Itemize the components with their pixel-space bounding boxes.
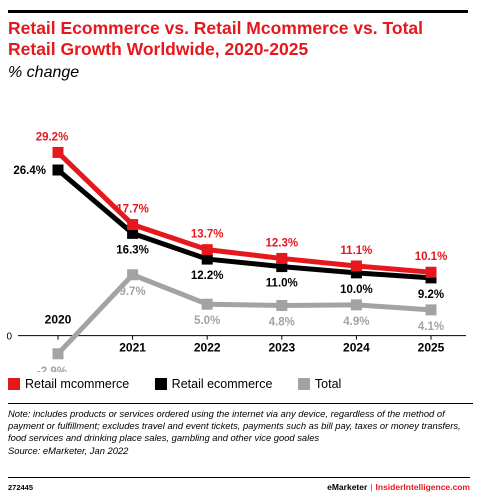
data-label-total-2024: 4.9%: [343, 316, 369, 328]
series-line-1: [55, 149, 434, 275]
chart-title-line-2: Retail Growth Worldwide, 2020-2025: [8, 39, 309, 59]
legend-item-ecommerce: Retail ecommerce: [154, 377, 273, 391]
brand-emarketer: eMarketer: [327, 482, 368, 492]
data-label-ecommerce-2021: 16.3%: [116, 244, 149, 256]
data-label-mcommerce-2020: 29.2%: [36, 131, 69, 143]
series-2-point-2025: [425, 272, 437, 284]
data-label-mcommerce-2022: 13.7%: [191, 229, 224, 241]
footer-brand: eMarketer | InsiderIntelligence.com: [327, 482, 470, 492]
top-rule: [8, 10, 468, 13]
data-label-mcommerce-2025: 10.1%: [415, 251, 448, 263]
data-label-ecommerce-2020: 26.4%: [13, 165, 46, 177]
legend-label-mcommerce: Retail mcommerce: [25, 377, 130, 391]
brand-separator: |: [370, 482, 373, 492]
x-tick-label-2020: 2020: [45, 313, 72, 327]
chart-legend: Retail mcommerce Retail ecommerce Total: [8, 377, 341, 393]
legend-label-total: Total: [314, 377, 342, 391]
series-2-point-2020: [52, 164, 64, 176]
data-label-ecommerce-2022: 12.2%: [191, 270, 224, 282]
data-label-mcommerce-2021: 17.7%: [116, 204, 149, 216]
series-1-point-2024: [350, 260, 362, 272]
data-label-total-2022: 5.0%: [194, 315, 220, 327]
series-3-point-2023: [276, 299, 288, 311]
legend-item-total: Total: [297, 377, 342, 391]
series-2-point-2024: [350, 267, 362, 279]
x-tick-label-2025: 2025: [418, 341, 445, 355]
series-1-point-2020: [52, 146, 64, 158]
series-3-point-2025: [425, 304, 437, 316]
legend-item-mcommerce: Retail mcommerce: [8, 377, 129, 391]
data-label-total-2021: 9.7%: [119, 286, 145, 298]
chart-id: 272445: [8, 483, 34, 492]
data-label-total-2023: 4.8%: [269, 316, 295, 328]
chart-title: Retail Ecommerce vs. Retail Mcommerce vs…: [8, 18, 468, 60]
data-label-mcommerce-2023: 12.3%: [265, 237, 298, 249]
series-2-point-2021: [127, 227, 139, 239]
series-line-2: [55, 167, 434, 281]
series-3-point-2020: [52, 348, 64, 360]
series-1-point-2022: [201, 244, 213, 256]
footer: 272445 eMarketer | InsiderIntelligence.com: [8, 477, 470, 492]
series-3-point-2022: [201, 298, 213, 310]
chart-subtitle: % change: [8, 64, 80, 81]
y-axis-zero-label: 0: [6, 332, 12, 343]
data-label-total-2025: 4.1%: [418, 321, 444, 333]
x-tick-label-2022: 2022: [194, 341, 221, 355]
series-1-point-2023: [276, 252, 288, 264]
data-label-ecommerce-2025: 9.2%: [418, 289, 444, 301]
series-1-point-2021: [127, 219, 139, 231]
data-label-ecommerce-2023: 11.0%: [266, 278, 298, 290]
x-tick-label-2024: 2024: [343, 341, 370, 355]
legend-swatch-ecommerce: [154, 378, 167, 390]
series-3-point-2021: [127, 269, 139, 281]
legend-label-ecommerce: Retail ecommerce: [171, 377, 273, 391]
x-tick-label-2023: 2023: [268, 341, 295, 355]
legend-swatch-mcommerce: [8, 378, 20, 390]
data-label-ecommerce-2024: 10.0%: [340, 284, 373, 296]
line-chart: 0 2020 2021 2022 2023 2024 2025 29.2% 17.7% 13.7%…: [6, 131, 466, 372]
chart-notes: Note: includes products or services orde…: [8, 403, 473, 457]
chart-source: Source: eMarketer, Jan 2022: [8, 444, 129, 456]
x-tick-label-2021: 2021: [119, 341, 146, 355]
chart-title-line-1: Retail Ecommerce vs. Retail Mcommerce vs…: [8, 18, 423, 38]
series-1-point-2025: [425, 266, 437, 278]
legend-swatch-total: [297, 378, 310, 390]
series-3-point-2024: [350, 299, 362, 311]
series-2-point-2023: [276, 261, 288, 273]
brand-insider-intelligence: InsiderIntelligence.com: [375, 482, 470, 492]
data-label-total-2020: -2.9%: [37, 366, 67, 372]
series-line-3: [55, 272, 434, 357]
chart-note: Note: includes products or services orde…: [8, 408, 461, 444]
data-label-mcommerce-2024: 11.1%: [340, 245, 372, 257]
series-2-point-2022: [201, 253, 213, 265]
